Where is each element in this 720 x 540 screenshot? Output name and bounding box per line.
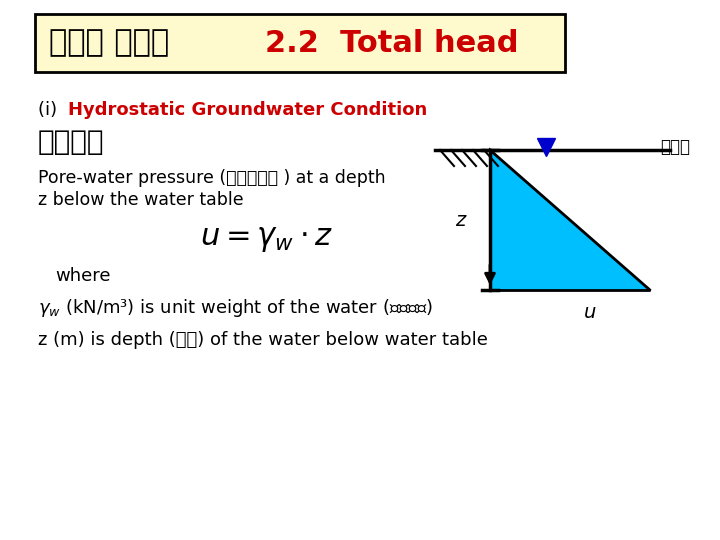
- Text: $u = \gamma_w \cdot z$: $u = \gamma_w \cdot z$: [200, 222, 333, 253]
- Text: u: u: [584, 302, 596, 321]
- FancyBboxPatch shape: [35, 14, 565, 72]
- Text: 第二节 总水头: 第二节 总水头: [49, 29, 169, 57]
- Text: Hydrostatic Groundwater Condition: Hydrostatic Groundwater Condition: [68, 101, 427, 119]
- Text: where: where: [55, 267, 110, 285]
- Text: z (m) is depth (深度) of the water below water table: z (m) is depth (深度) of the water below w…: [38, 331, 488, 349]
- Text: (i): (i): [38, 101, 68, 119]
- Text: 静水条件: 静水条件: [38, 128, 104, 156]
- Text: $\gamma_w$ (kN/m³) is unit weight of the water (水的重度): $\gamma_w$ (kN/m³) is unit weight of the…: [38, 297, 433, 319]
- Polygon shape: [490, 150, 650, 290]
- Text: 地下水: 地下水: [660, 138, 690, 156]
- Text: Pore-water pressure (孔隙水压力 ) at a depth: Pore-water pressure (孔隙水压力 ) at a depth: [38, 169, 386, 187]
- Text: 2.2  Total head: 2.2 Total head: [265, 29, 518, 57]
- Text: z below the water table: z below the water table: [38, 191, 243, 209]
- Text: z: z: [455, 211, 465, 229]
